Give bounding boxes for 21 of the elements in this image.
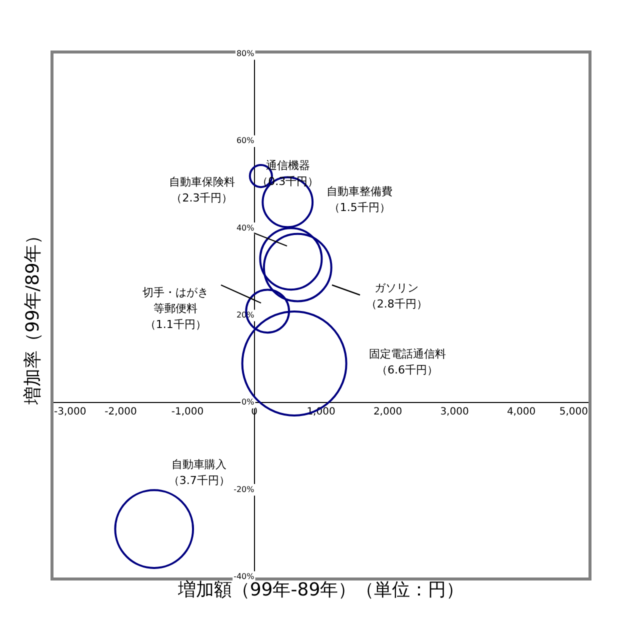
annotation: 自動車購入（3.7千円） <box>168 458 230 487</box>
y-tick-label: 40% <box>236 223 255 232</box>
x-axis-title: 増加額（99年-89年）（単位：円） <box>176 580 464 601</box>
x-tick-label: -1,000 <box>171 406 204 418</box>
x-tick-label: 3,000 <box>440 406 469 418</box>
x-tick-label: 2,000 <box>373 406 402 418</box>
annotation: ガソリン（2.8千円） <box>366 281 428 310</box>
y-tick-label: 0% <box>242 398 255 407</box>
annotation: 切手・はがき等郵便料（1.1千円） <box>142 286 209 331</box>
y-tick-label: 80% <box>236 49 255 58</box>
y-tick-label: -40% <box>234 572 255 582</box>
y-tick-label: -20% <box>234 484 255 494</box>
x-tick-label: 5,000 <box>559 406 588 418</box>
y-axis-title: 増加率（99年/89年） <box>22 226 44 406</box>
x-tick-label: -3,000 <box>54 406 86 418</box>
x-tick-label: 4,000 <box>506 406 536 418</box>
x-tick-label: -2,000 <box>104 406 137 418</box>
y-tick-label: 60% <box>236 136 255 146</box>
annotation: 固定電話通信料（6.6千円） <box>368 347 446 376</box>
annotation: 自動車保険料（2.3千円） <box>168 176 235 205</box>
annotation: 自動車整備費（1.5千円） <box>326 185 393 214</box>
